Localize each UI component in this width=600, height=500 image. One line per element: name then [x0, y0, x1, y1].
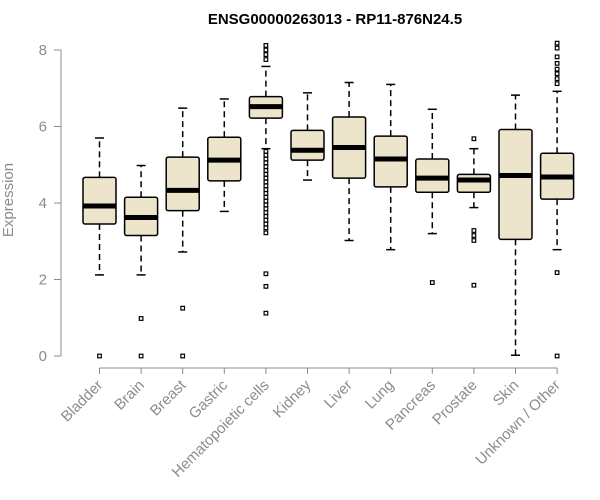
box-group	[498, 94, 533, 356]
outlier-point	[263, 271, 269, 277]
y-axis: 0 2 4 6 8	[39, 42, 62, 365]
outlier-point	[263, 156, 269, 162]
x-tick-label: Brain	[111, 377, 148, 414]
outlier-point	[263, 210, 269, 215]
outlier-point	[471, 136, 477, 142]
box-group	[207, 98, 242, 213]
outlier-point	[138, 353, 144, 359]
box-group	[290, 92, 325, 181]
iqr-box	[82, 176, 117, 225]
outlier-point	[554, 71, 560, 77]
chart-title: ENSG00000263013 - RP11-876N24.5	[208, 11, 462, 28]
y-axis-label: Expression	[0, 163, 17, 237]
outlier-point	[471, 282, 477, 288]
box-group	[165, 107, 200, 359]
outlier-point	[263, 217, 269, 223]
outlier-point	[263, 148, 269, 154]
outlier-point	[263, 160, 269, 166]
outlier-point	[263, 221, 269, 227]
x-tick-label: Prostate	[429, 377, 481, 429]
outlier-point	[554, 54, 560, 60]
outlier-point	[263, 175, 269, 181]
outlier-point	[263, 52, 269, 57]
outlier-point	[263, 191, 269, 196]
box-group	[456, 136, 492, 288]
outlier-point	[263, 283, 269, 289]
x-tick-label: Breast	[147, 376, 190, 419]
outlier-point	[263, 198, 269, 204]
outlier-point	[97, 353, 102, 359]
x-tick-label: Skin	[490, 377, 523, 410]
x-tick-label: Liver	[321, 377, 356, 412]
y-tick-label: 2	[39, 272, 47, 289]
outlier-point	[263, 206, 269, 212]
x-tick-label: Bladder	[58, 377, 107, 426]
box-group	[82, 137, 117, 359]
outlier-point	[554, 270, 560, 276]
y-tick-label: 8	[39, 42, 47, 59]
outlier-point	[471, 238, 477, 243]
outlier-point	[554, 66, 560, 72]
iqr-box	[456, 173, 492, 194]
outlier-point	[471, 233, 477, 238]
iqr-box	[498, 128, 533, 241]
outlier-point	[263, 230, 269, 236]
outlier-point	[263, 47, 269, 53]
x-tick-label: Lung	[362, 377, 398, 413]
box-group	[373, 83, 408, 251]
outlier-point	[263, 183, 269, 189]
outlier-point	[554, 60, 560, 66]
outlier-point	[180, 353, 186, 359]
outlier-point	[263, 187, 269, 193]
y-tick-label: 4	[39, 195, 47, 212]
iqr-box	[290, 129, 325, 161]
iqr-box	[165, 156, 200, 212]
outlier-point	[554, 40, 560, 46]
outlier-point	[471, 228, 477, 233]
outlier-point	[429, 280, 435, 285]
outlier-point	[263, 310, 269, 316]
y-tick-label: 0	[39, 348, 47, 365]
outlier-point	[263, 179, 269, 185]
box-group	[539, 40, 575, 359]
outlier-point	[263, 164, 269, 170]
outlier-point	[263, 202, 269, 208]
outlier-point	[554, 353, 560, 359]
outlier-point	[263, 225, 269, 231]
x-tick-label: Kidney	[270, 376, 315, 421]
outlier-point	[263, 168, 269, 173]
outlier-point	[263, 43, 269, 48]
outlier-point	[554, 76, 560, 82]
box-group	[248, 43, 284, 316]
box-group	[415, 108, 450, 285]
outlier-point	[180, 305, 186, 311]
outlier-point	[263, 194, 269, 200]
outlier-point	[138, 316, 144, 321]
outlier-point	[554, 81, 560, 87]
box-group	[123, 164, 159, 359]
box-group	[331, 81, 367, 242]
outlier-point	[263, 57, 269, 62]
outlier-point	[554, 45, 560, 51]
outlier-point	[263, 213, 269, 219]
outlier-point	[263, 171, 269, 177]
y-tick-label: 6	[39, 119, 47, 136]
outlier-point	[263, 152, 269, 158]
plot-area	[82, 40, 575, 359]
